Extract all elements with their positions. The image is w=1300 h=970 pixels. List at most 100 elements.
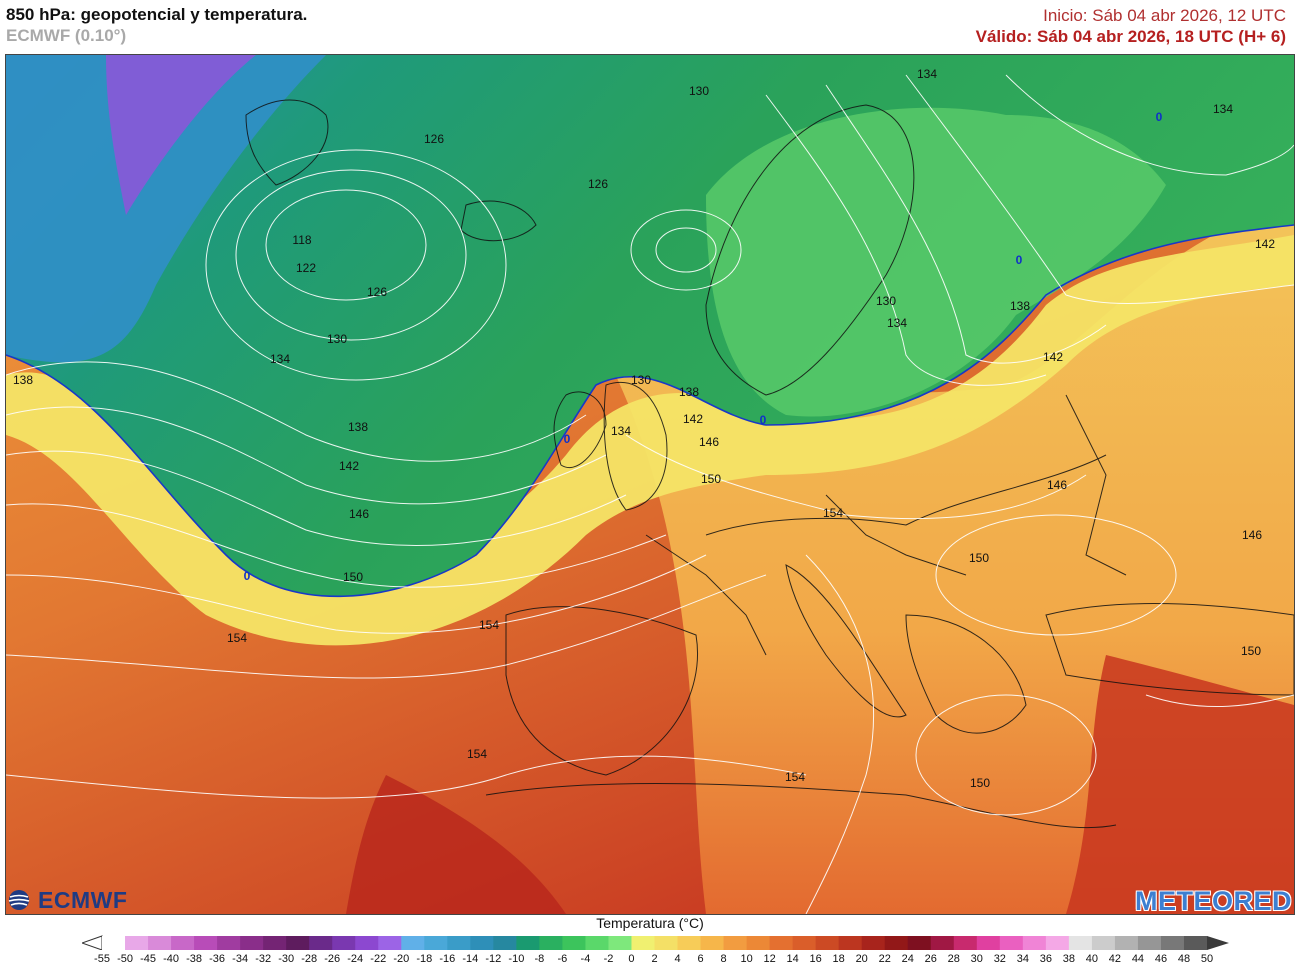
height-label: 150 <box>1241 644 1261 658</box>
legend-tick: -36 <box>209 953 226 965</box>
height-label: 138 <box>1010 299 1030 313</box>
legend-tick: -55 <box>94 953 110 965</box>
legend-min-arrow <box>82 935 103 950</box>
height-label: 150 <box>343 570 363 584</box>
legend-tick: 46 <box>1154 953 1168 965</box>
height-label: 142 <box>1255 237 1275 251</box>
legend-swatch <box>562 936 586 950</box>
legend-tick: -45 <box>140 953 156 965</box>
map-title: 850 hPa: geopotencial y temperatura. <box>6 5 308 24</box>
legend-swatch <box>1114 936 1139 950</box>
height-label: 126 <box>424 132 444 146</box>
zero-isotherm-label: 0 <box>1156 110 1163 124</box>
legend-tick: 50 <box>1200 953 1214 965</box>
legend-swatch <box>838 936 863 950</box>
zero-isotherm-label: 0 <box>564 432 571 446</box>
zero-isotherm-label: 0 <box>244 569 251 583</box>
legend-swatch <box>999 936 1024 950</box>
height-label: 142 <box>339 459 359 473</box>
legend-title: Temperatura (°C) <box>596 915 704 931</box>
frontal-band <box>6 235 1294 646</box>
legend-tick: -2 <box>603 953 614 965</box>
legend-tick: -50 <box>117 953 133 965</box>
legend-tick: 40 <box>1085 953 1099 965</box>
legend-swatch <box>217 936 241 950</box>
height-label: 150 <box>701 472 721 486</box>
iceland-outline <box>460 200 537 242</box>
legend-tick: 16 <box>809 953 822 965</box>
weather-map[interactable]: 130 134 134 126 126 142 118 122 126 130 138 134 130 1… <box>5 54 1295 915</box>
legend-swatch <box>608 936 632 950</box>
height-label: 138 <box>348 420 368 434</box>
southeast-hot-region <box>1066 655 1294 914</box>
legend-tick: -20 <box>393 953 410 965</box>
legend-swatch <box>171 936 195 950</box>
legend-tick: 44 <box>1131 953 1145 965</box>
height-label: 146 <box>349 507 369 521</box>
legend-swatch <box>378 936 402 950</box>
height-label: 134 <box>917 67 937 81</box>
height-label: 138 <box>13 373 33 387</box>
legend-swatch <box>240 936 264 950</box>
height-label: 142 <box>1043 350 1063 364</box>
legend-swatch <box>769 936 794 950</box>
iberia-outline <box>505 606 698 776</box>
legend-tick: -24 <box>347 953 364 965</box>
height-label: 150 <box>969 551 989 565</box>
legend-tick: 18 <box>832 953 845 965</box>
height-label: 154 <box>785 770 805 784</box>
legend-swatch <box>332 936 356 950</box>
height-label: 154 <box>823 506 843 520</box>
legend-tick: -18 <box>416 953 433 965</box>
zero-isotherm-label: 0 <box>1016 253 1023 267</box>
ecmwf-globe-icon <box>8 890 30 910</box>
ireland-outline <box>553 391 607 468</box>
height-label: 134 <box>1213 102 1233 116</box>
legend-swatch <box>355 936 379 950</box>
contour-f <box>6 574 767 679</box>
legend-swatch <box>1183 936 1208 950</box>
france-border <box>645 534 767 656</box>
height-label: 130 <box>689 84 709 98</box>
legend-swatch <box>401 936 425 950</box>
legend-tick: -6 <box>557 953 568 965</box>
height-label: 142 <box>683 412 703 426</box>
legend-swatch <box>309 936 333 950</box>
height-label: 130 <box>631 373 651 387</box>
legend-tick: 30 <box>970 953 983 965</box>
legend-swatch <box>125 936 149 950</box>
legend-tick: 34 <box>1016 953 1029 965</box>
height-label: 154 <box>227 631 247 645</box>
contour-i <box>825 84 1107 364</box>
ecmwf-logo-text: ECMWF <box>38 886 128 913</box>
low-contour-1 <box>265 189 427 301</box>
contour-c <box>6 450 627 546</box>
legend-max-arrow <box>1207 936 1229 950</box>
legend-tick: -10 <box>508 953 525 965</box>
contour-n <box>915 694 1097 816</box>
italy-outline <box>785 564 907 718</box>
legend-tick: 2 <box>651 953 658 965</box>
legend-swatch <box>1160 936 1185 950</box>
ecmwf-logo: ECMWF <box>8 887 127 913</box>
meteored-logo: METEORED <box>1134 886 1292 916</box>
legend-swatch <box>424 936 448 950</box>
legend-tick: 32 <box>993 953 1006 965</box>
zero-isotherm-label: 0 <box>760 413 767 427</box>
legend-swatch <box>861 936 886 950</box>
coastlines <box>245 99 1294 829</box>
legend-swatch <box>654 936 679 950</box>
valid-time: Válido: Sáb 04 abr 2026, 18 UTC (H+ 6) <box>975 27 1286 46</box>
legend-swatch <box>194 936 218 950</box>
contour-j <box>905 74 1294 305</box>
legend-tick: 36 <box>1039 953 1052 965</box>
legend-tick: 8 <box>720 953 727 965</box>
legend-tick: -16 <box>439 953 456 965</box>
legend-swatch <box>1022 936 1047 950</box>
legend-tick: -14 <box>462 953 479 965</box>
legend-swatch <box>585 936 609 950</box>
low-contour-5 <box>630 209 742 291</box>
low-contour-3 <box>205 149 507 381</box>
legend-tick: -28 <box>301 953 318 965</box>
height-label: 134 <box>887 316 907 330</box>
